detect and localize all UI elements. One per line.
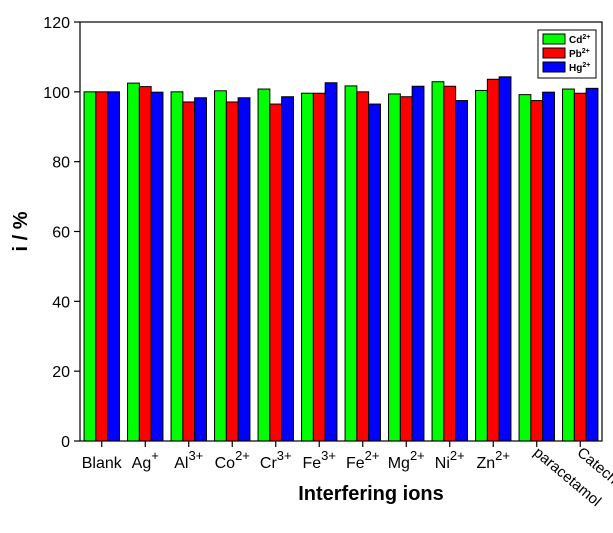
bar-cd-1 xyxy=(127,82,140,442)
bar-cd-3 xyxy=(214,90,227,442)
legend-swatch xyxy=(542,33,566,45)
bar-hg-3 xyxy=(237,97,251,442)
y-tick-label: 60 xyxy=(52,225,70,242)
y-tick-label: 0 xyxy=(61,434,70,451)
x-tick-label: Zn2+ xyxy=(477,448,511,472)
bar-pb-3 xyxy=(225,101,239,442)
bar-hg-9 xyxy=(498,76,512,442)
bar-cd-4 xyxy=(257,88,271,442)
x-tick-label: Fe2+ xyxy=(346,448,380,472)
bar-hg-4 xyxy=(281,96,294,442)
bar-pb-1 xyxy=(138,86,152,442)
bar-hg-5 xyxy=(324,82,338,442)
legend-label: Hg2+ xyxy=(569,62,590,74)
bar-hg-7 xyxy=(411,85,425,442)
bar-cd-2 xyxy=(170,91,184,442)
bar-pb-9 xyxy=(486,78,500,442)
x-tick-label: Mg2+ xyxy=(388,448,425,472)
bar-cd-8 xyxy=(431,81,445,442)
bar-hg-10 xyxy=(542,91,555,442)
x-tick-label: Co2+ xyxy=(215,448,250,472)
bar-pb-5 xyxy=(312,92,326,442)
legend-label: Pb2+ xyxy=(569,48,590,60)
legend-swatch xyxy=(542,47,566,59)
x-tick-label: Ag+ xyxy=(132,448,159,472)
bar-cd-5 xyxy=(301,92,314,442)
bar-hg-11 xyxy=(585,87,599,442)
x-axis-label: Interfering ions xyxy=(298,483,444,505)
x-tick-label: Al3+ xyxy=(174,448,203,472)
y-tick-label: 80 xyxy=(52,155,70,172)
bar-cd-9 xyxy=(475,89,488,442)
bar-pb-4 xyxy=(269,103,283,442)
y-tick-label: 40 xyxy=(52,294,70,311)
y-tick-label: 100 xyxy=(43,85,70,102)
x-tick-label: Cr3+ xyxy=(260,448,292,472)
bar-hg-6 xyxy=(368,103,381,442)
bar-cd-7 xyxy=(388,93,401,442)
bar-pb-8 xyxy=(443,85,457,442)
bar-hg-1 xyxy=(150,91,164,442)
y-axis-label: i / % xyxy=(10,211,32,251)
legend-label: Cd2+ xyxy=(569,34,590,46)
bar-cd-11 xyxy=(562,88,575,442)
y-tick-label: 20 xyxy=(52,364,70,381)
bar-pb-6 xyxy=(356,91,370,442)
y-tick-label: 120 xyxy=(43,15,70,32)
bar-cd-10 xyxy=(518,94,532,442)
x-tick-label: Ni2+ xyxy=(435,448,465,472)
bar-pb-10 xyxy=(530,100,544,442)
bar-hg-2 xyxy=(194,97,207,442)
bar-cd-0 xyxy=(83,91,97,442)
bar-hg-0 xyxy=(107,91,120,442)
bar-pb-7 xyxy=(399,96,413,442)
x-tick-label: Blank xyxy=(82,455,123,472)
bar-hg-8 xyxy=(455,100,468,442)
bar-cd-6 xyxy=(344,85,358,442)
bar-pb-11 xyxy=(573,92,587,442)
legend: Cd2+ Pb2+ Hg2+ xyxy=(537,29,597,79)
bars-layer xyxy=(83,76,599,442)
x-tick-label: Fe3+ xyxy=(303,448,337,472)
legend-swatch xyxy=(542,61,566,73)
y-axis: 0 20 40 60 80 100 120 xyxy=(43,15,80,451)
bar-pb-0 xyxy=(95,91,109,442)
bar-pb-2 xyxy=(182,101,196,442)
